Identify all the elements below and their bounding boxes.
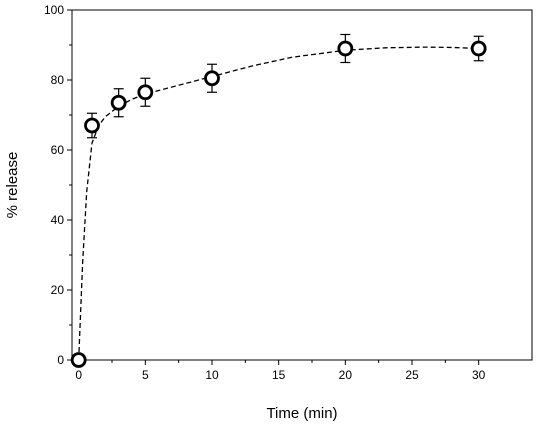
y-tick-label: 100 <box>44 3 64 17</box>
ticks-layer <box>67 9 480 365</box>
data-point <box>337 40 354 57</box>
x-tick-label: 10 <box>205 368 219 382</box>
error-bars-layer <box>87 33 484 139</box>
x-tick-label: 20 <box>339 368 353 382</box>
x-tick-label: 30 <box>472 368 486 382</box>
fit-curve-line <box>78 46 479 361</box>
data-point <box>84 117 100 134</box>
data-point <box>70 352 87 368</box>
data-point <box>470 40 487 57</box>
data-point <box>110 94 127 111</box>
data-points-layer <box>70 40 487 368</box>
tick-labels-layer: 0 20 40 60 80 100 0 5 10 15 20 25 30 <box>44 3 486 382</box>
x-axis-title: Time (min) <box>266 405 337 422</box>
x-tick-label: 5 <box>142 368 149 382</box>
y-tick-label: 0 <box>57 353 64 367</box>
y-tick-label: 40 <box>51 213 65 227</box>
data-point <box>137 84 154 101</box>
y-tick-label: 80 <box>51 73 65 87</box>
y-tick-label: 60 <box>51 143 65 157</box>
x-tick-label: 15 <box>272 368 286 382</box>
y-axis-title: % release <box>4 152 21 219</box>
x-tick-label: 0 <box>75 368 82 382</box>
x-tick-label: 25 <box>405 368 419 382</box>
data-point <box>204 70 220 87</box>
plot-frame <box>71 9 533 361</box>
y-tick-label: 20 <box>51 283 65 297</box>
